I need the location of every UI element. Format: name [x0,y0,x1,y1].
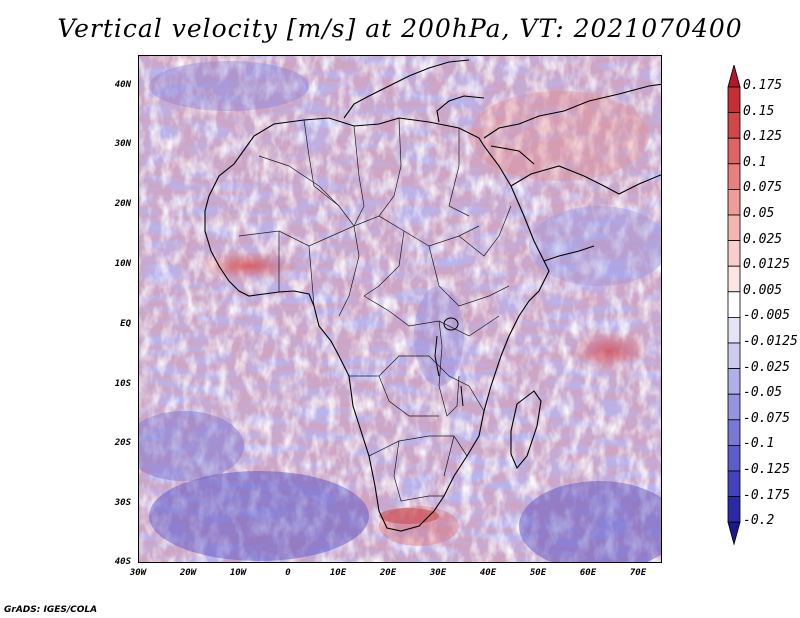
vertical-velocity-field [139,56,661,562]
colorbar-label: -0.125 [743,462,790,477]
colorbar-label: -0.025 [743,359,790,375]
colorbar-label: 0.15 [743,103,775,119]
colorbar-label: 0.175 [743,78,783,93]
colorbar-box [727,189,741,216]
colorbar-box [727,316,741,344]
colorbar-label: -0.2 [743,513,775,529]
lon-label: 0 [285,568,291,578]
colorbar-label: 0.1 [743,154,767,170]
lat-label: 20S [114,438,131,448]
colorbar-label: -0.005 [743,308,790,324]
colorbar-box [727,368,741,395]
colorbar-label: 0.005 [743,282,783,298]
grads-credit: GrADS: IGES/COLA [4,605,98,615]
colorbar-label: -0.075 [743,410,790,426]
lakes [434,317,464,407]
colorbar-box [727,444,741,472]
lon-label: 60E [579,568,597,578]
lon-label: 50E [529,568,547,578]
colorbar-box [727,86,741,114]
lon-label: 70E [629,568,647,578]
country-borders [238,117,512,502]
lat-label: 40S [114,557,131,567]
colorbar-box [727,112,741,139]
colorbar-box [727,163,741,190]
colorbar-label: 0.0125 [743,257,790,273]
map-title: Vertical velocity [m/s] at 200hPa, VT: 2… [57,14,743,43]
lon-label: 10E [329,568,347,578]
lat-label: 30N [114,139,131,149]
colorbar-label: 0.075 [743,180,783,196]
colorbar-box [727,291,741,318]
colorbar-label: 0.025 [743,231,783,247]
colorbar-box [727,419,741,446]
colorbar-top-arrow [727,65,741,88]
lon-label: 40E [479,568,497,578]
lat-label: 10N [114,259,131,269]
colorbar-label: -0.0125 [743,334,798,349]
colorbar-bottom-arrow [727,521,741,546]
lat-label: 30S [114,498,131,508]
colorbar-label: -0.05 [743,385,783,401]
lat-label: EQ [120,319,131,329]
lat-label: 40N [114,80,131,90]
colorbar-box [727,470,741,498]
colorbar-box [727,240,741,267]
lat-label: 10S [114,379,131,389]
colorbar-box [727,265,741,293]
colorbar-label: -0.175 [743,487,790,503]
lon-label: 20E [379,568,397,578]
colorbar-box [727,393,741,421]
colorbar-box [727,214,741,242]
lat-label: 20N [114,199,131,209]
lon-label: 30E [429,568,447,578]
colorbar-box [727,342,741,370]
colorbar-box [727,496,741,523]
map-frame [138,55,662,563]
colorbar [727,65,741,546]
lon-label: 10W [229,568,247,578]
colorbar-box [727,137,741,165]
lon-label: 20W [179,568,197,578]
colorbar-label: 0.05 [743,206,775,221]
lon-label: 30W [129,568,147,578]
colorbar-label: -0.1 [743,436,775,452]
colorbar-label: 0.125 [743,129,783,145]
